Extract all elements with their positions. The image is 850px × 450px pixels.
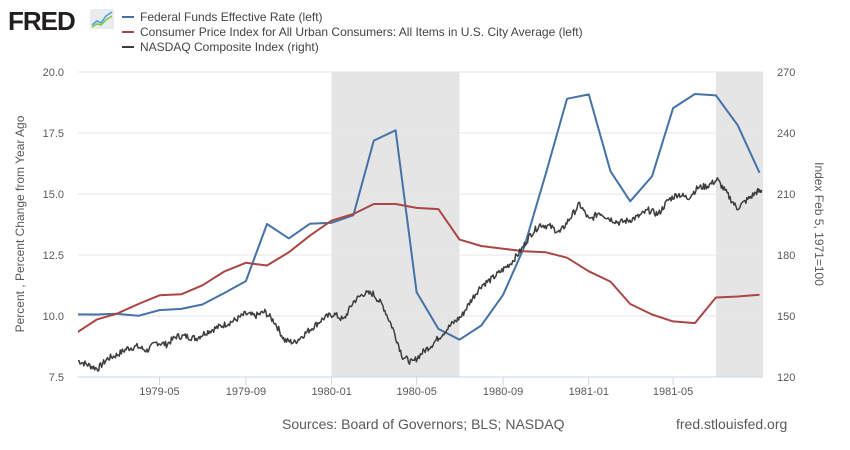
chart-legend: Federal Funds Effective Rate (left) Cons…: [122, 10, 583, 55]
y-left-tick-label: 7.5: [49, 372, 64, 384]
y-axis-right: 120 150 180 210 240 270: [777, 67, 795, 384]
legend-label: Federal Funds Effective Rate (left): [140, 10, 323, 24]
fred-url-link[interactable]: fred.stlouisfed.org: [676, 416, 788, 432]
grid-lines: [78, 71, 763, 378]
x-axis: 1979-05 1979-09 1980-01 1980-05 1980-09 1981-…: [139, 377, 693, 398]
sources-text: Sources: Board of Governors; BLS; NASDAQ: [282, 416, 565, 432]
y-right-tick-label: 210: [777, 189, 795, 201]
nasdaq-line: [78, 177, 763, 372]
legend-label: NASDAQ Composite Index (right): [140, 40, 319, 54]
y-left-tick-label: 17.5: [43, 128, 64, 140]
legend-swatch-nasdaq: [122, 46, 134, 48]
x-tick-label: 1980-05: [396, 386, 436, 398]
legend-item-nasdaq[interactable]: NASDAQ Composite Index (right): [122, 40, 583, 54]
legend-item-cpi[interactable]: Consumer Price Index for All Urban Consu…: [122, 25, 583, 39]
y-right-tick-label: 120: [777, 372, 795, 384]
fred-line-graph-icon: [90, 9, 114, 29]
x-tick-label: 1981-05: [653, 386, 693, 398]
fed-funds-line: [78, 93, 761, 341]
x-tick-label: 1980-09: [483, 386, 523, 398]
legend-label: Consumer Price Index for All Urban Consu…: [140, 25, 583, 39]
x-tick-label: 1980-01: [311, 386, 351, 398]
fred-logo[interactable]: FRED: [8, 6, 76, 36]
y-left-tick-label: 12.5: [43, 250, 64, 262]
legend-swatch-cpi: [122, 31, 134, 33]
recession-shading: [331, 72, 763, 377]
x-tick-label: 1979-09: [226, 386, 266, 398]
chart-header: FRED Federal Funds Effective Rate (left)…: [0, 0, 850, 62]
y-left-tick-label: 10.0: [43, 311, 64, 323]
recession-band: [715, 72, 763, 377]
y-right-tick-label: 180: [777, 250, 795, 262]
y-axis-left-title: Percent , Percent Change from Year Ago: [13, 115, 27, 332]
recession-band: [331, 72, 460, 377]
legend-swatch-fed-funds: [122, 16, 134, 18]
y-left-tick-label: 20.0: [43, 67, 64, 79]
series-lines: [78, 93, 763, 372]
y-right-tick-label: 270: [777, 67, 795, 79]
cpi-line: [78, 203, 760, 333]
y-right-tick-label: 240: [777, 128, 795, 140]
legend-item-fed-funds[interactable]: Federal Funds Effective Rate (left): [122, 10, 583, 24]
x-tick-label: 1981-01: [569, 386, 609, 398]
y-right-tick-label: 150: [777, 311, 795, 323]
y-axis-left: 7.5 10.0 12.5 15.0 17.5 20.0: [43, 67, 64, 384]
y-left-tick-label: 15.0: [43, 189, 64, 201]
y-axis-right-title: Index Feb 5, 1971=100: [812, 162, 826, 286]
x-tick-label: 1979-05: [139, 386, 179, 398]
